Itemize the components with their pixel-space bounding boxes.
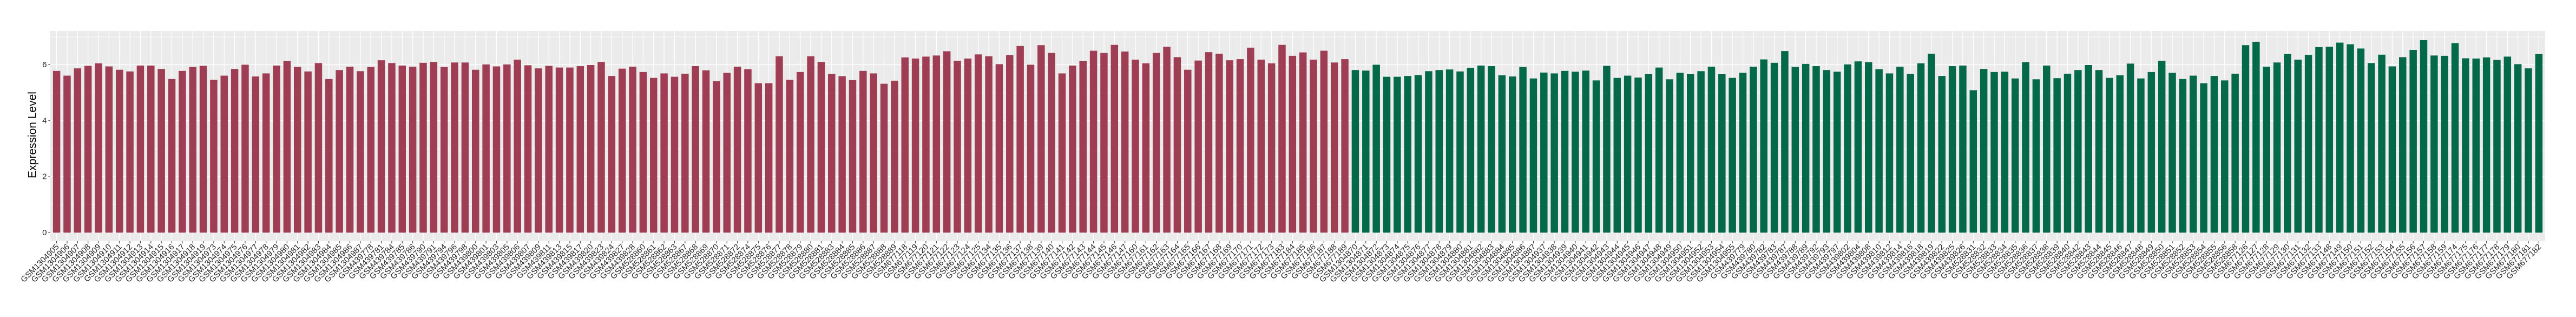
svg-text:Expression Level: Expression Level (27, 92, 39, 178)
svg-text:6: 6 (42, 60, 47, 69)
svg-text:0: 0 (42, 228, 47, 237)
svg-text:4: 4 (42, 116, 47, 125)
svg-text:2: 2 (42, 172, 47, 182)
